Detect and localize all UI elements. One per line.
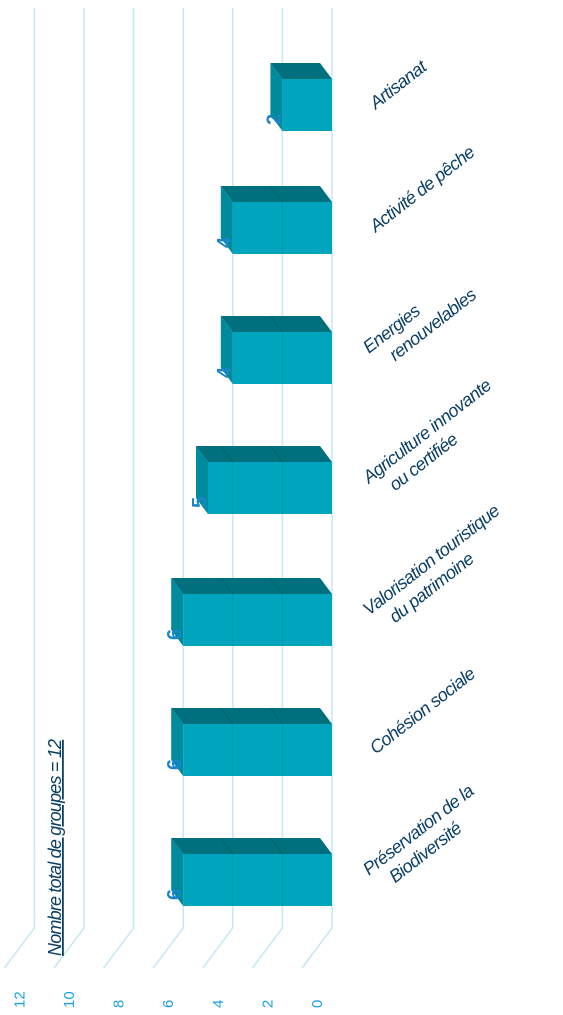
bar-grid-line [220, 707, 234, 725]
value-label: 2 [263, 114, 285, 125]
bar-grid-line [269, 707, 283, 725]
bar-end-face [220, 316, 233, 384]
bar-grid-line [220, 445, 234, 463]
bar-end-face [171, 838, 184, 906]
grid-line [301, 8, 333, 969]
bar-top-face [270, 63, 332, 79]
tick-label: 8 [111, 1000, 128, 1008]
bar [208, 462, 332, 514]
grid-line [102, 8, 135, 969]
bar-grid-line [269, 837, 283, 855]
value-label: 6 [164, 629, 186, 640]
category-label: Artisanat [365, 56, 431, 114]
value-label: 6 [164, 889, 186, 900]
tick-label: 12 [11, 991, 28, 1008]
tick-label: 6 [160, 1000, 177, 1008]
value-label: 4 [214, 366, 236, 378]
tick-label: 0 [309, 1000, 326, 1008]
bar-end-face [171, 578, 184, 646]
bars [171, 63, 332, 906]
category-label-line: Cohésion sociale [366, 663, 479, 758]
value-label: 4 [214, 236, 236, 248]
tick-label: 2 [259, 1000, 276, 1008]
category-label-line: Artisanat [365, 56, 431, 114]
bar-top-face [171, 708, 332, 724]
category-label: Cohésion sociale [366, 663, 479, 758]
bar [183, 854, 332, 906]
grid-line [53, 8, 85, 969]
bar-grid-line [269, 185, 283, 203]
value-labels: 2 4 4 5 6 6 6 [164, 114, 285, 900]
grid-line [152, 8, 184, 969]
category-labels: Artisanat Activité de pêche Energiesrenouv… [358, 56, 503, 887]
bar-grid-line [269, 577, 283, 595]
grid-line [3, 8, 36, 969]
tick-label: 10 [61, 991, 78, 1008]
bar-top-face [171, 838, 332, 854]
tick-labels: 0 2 4 6 8 10 12 [11, 991, 326, 1008]
bar [183, 724, 332, 776]
grid-lines [3, 8, 333, 969]
category-label: Activité de pêche [365, 142, 479, 237]
value-label: 6 [164, 759, 186, 770]
grid-line [202, 8, 234, 969]
bar-end-face [270, 63, 283, 131]
bar-top-face [171, 578, 332, 594]
bar-grid-line [220, 577, 234, 595]
bar-grid-line [220, 837, 234, 855]
category-label-line: Valorisation touristique [359, 500, 503, 619]
bar-end-face [171, 708, 184, 776]
category-label-line: Activité de pêche [365, 142, 479, 237]
bar-grid-line [269, 445, 283, 463]
total-groups-annotation: Nombre total de groupes = 12 [45, 739, 65, 956]
bar-grid-line [269, 315, 283, 333]
bar [282, 79, 332, 131]
bar-end-face [220, 186, 233, 254]
value-label: 5 [189, 497, 211, 508]
grid-line [251, 8, 284, 969]
bar [183, 594, 332, 646]
bar-end-face [196, 446, 208, 514]
bar-top-face [196, 446, 332, 462]
tick-label: 4 [210, 1000, 227, 1008]
